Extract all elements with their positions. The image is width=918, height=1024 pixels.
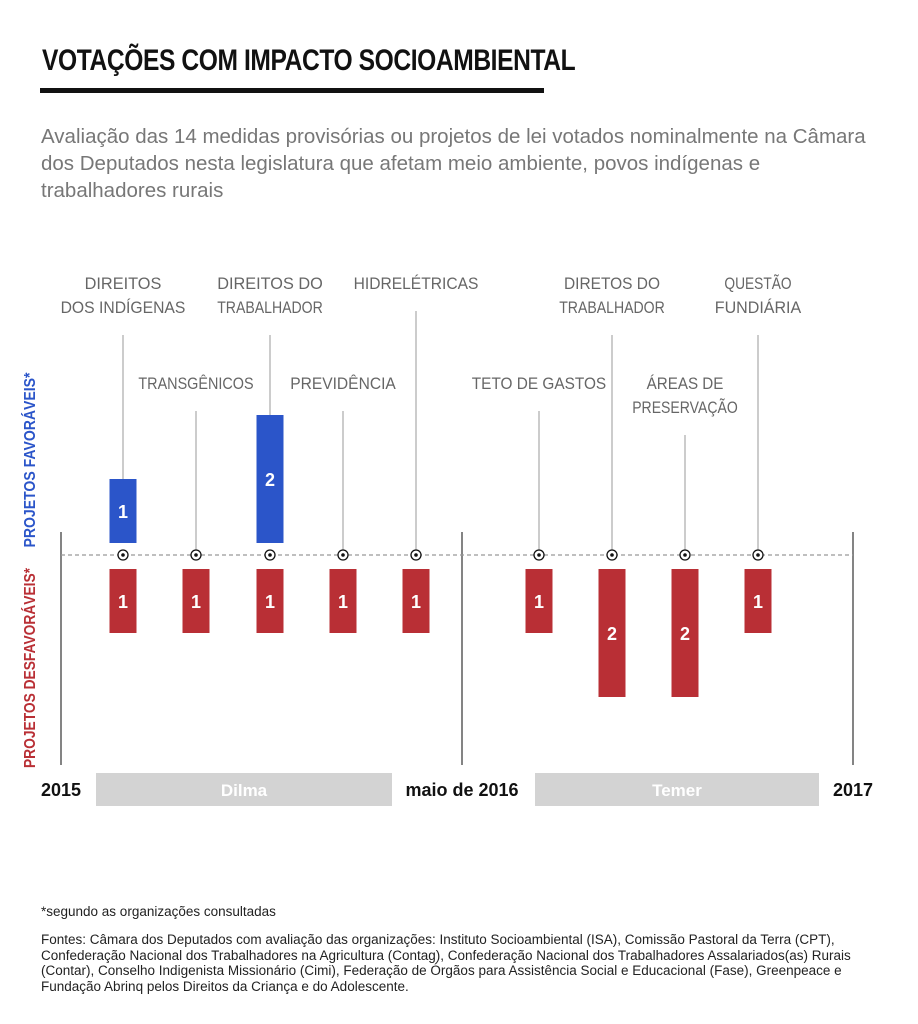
period-label-temer: Temer (652, 781, 702, 800)
bar-value-desfavoraveis: 1 (534, 592, 544, 612)
time-label-2: 2017 (833, 780, 873, 800)
bar-value-desfavoraveis: 1 (118, 592, 128, 612)
bar-desfavoraveis (329, 569, 357, 633)
category-1: TRANSGÊNICOS 1 (138, 374, 254, 633)
category-4: HIDRELÉTRICAS 1 (354, 274, 479, 633)
bar-value-desfavoraveis: 1 (191, 592, 201, 612)
bar-desfavoraveis (109, 569, 137, 633)
bar-value-desfavoraveis: 2 (680, 624, 690, 644)
bar-desfavoraveis (744, 569, 772, 633)
bar-desfavoraveis (402, 569, 430, 633)
category-label: ÁREAS DE PRESERVAÇÃO (632, 374, 738, 417)
bar-value-desfavoraveis: 1 (338, 592, 348, 612)
baseline-marker-dot (194, 553, 198, 557)
category-label: QUESTÃO FUNDIÁRIA (715, 274, 802, 317)
category-3: PREVIDÊNCIA 1 (290, 374, 396, 633)
baseline-marker-dot (121, 553, 125, 557)
bar-desfavoraveis (182, 569, 210, 633)
category-7: ÁREAS DE PRESERVAÇÃO 2 (632, 374, 738, 697)
title-underline (40, 88, 544, 93)
timeline-chart: DIREITOS DOS INDÍGENAS11TRANSGÊNICOS1DIRE… (20, 274, 873, 806)
baseline-marker-dot (341, 553, 345, 557)
bar-value-desfavoraveis: 1 (411, 592, 421, 612)
bar-favoraveis (109, 479, 137, 543)
category-8: QUESTÃO FUNDIÁRIA 1 (715, 274, 802, 633)
baseline-marker-dot (414, 553, 418, 557)
bar-value-desfavoraveis: 1 (753, 592, 763, 612)
y-label-favoraveis: PROJETOS FAVORÁVEIS* (20, 372, 39, 548)
bar-desfavoraveis (525, 569, 553, 633)
category-label: DIRETOS DO TRABALHADOR (559, 274, 665, 317)
period-band-temer (535, 773, 819, 806)
bar-desfavoraveis (598, 569, 626, 697)
period-label-dilma: Dilma (221, 781, 268, 800)
category-label: TRANSGÊNICOS (138, 374, 253, 393)
category-5: TETO DE GASTOS 1 (472, 374, 606, 633)
category-label: HIDRELÉTRICAS (354, 274, 479, 293)
baseline-marker-dot (268, 553, 272, 557)
chart-subtitle: Avaliação das 14 medidas provisórias ou … (41, 125, 866, 202)
bar-value-desfavoraveis: 1 (265, 592, 275, 612)
time-label-1: maio de 2016 (405, 780, 518, 800)
bar-value-desfavoraveis: 2 (607, 624, 617, 644)
y-label-desfavoraveis: PROJETOS DESFAVORÁVEIS* (20, 567, 39, 768)
bar-value-favoraveis: 2 (265, 470, 275, 490)
bar-desfavoraveis (671, 569, 699, 697)
time-label-0: 2015 (41, 780, 81, 800)
bar-value-favoraveis: 1 (118, 502, 128, 522)
category-label: PREVIDÊNCIA (290, 374, 396, 393)
baseline-marker-dot (610, 553, 614, 557)
category-label: TETO DE GASTOS (472, 374, 606, 393)
category-label: DIREITOS DO TRABALHADOR (217, 274, 323, 317)
category-label: DIREITOS DOS INDÍGENAS (61, 274, 186, 317)
period-band-dilma (96, 773, 392, 806)
baseline-marker-dot (683, 553, 687, 557)
chart-title: VOTAÇÕES COM IMPACTO SOCIOAMBIENTAL (42, 44, 576, 77)
category-2: DIREITOS DO TRABALHADOR 2 1 (217, 274, 323, 633)
sources-note: Fontes: Câmara dos Deputados com avaliaç… (41, 932, 851, 994)
bar-desfavoraveis (256, 569, 284, 633)
baseline-marker-dot (537, 553, 541, 557)
bar-favoraveis (256, 415, 284, 543)
footnote: *segundo as organizações consultadas (41, 904, 276, 919)
category-0: DIREITOS DOS INDÍGENAS 1 1 (61, 274, 186, 633)
baseline-marker-dot (756, 553, 760, 557)
category-6: DIRETOS DO TRABALHADOR 2 (559, 274, 665, 697)
